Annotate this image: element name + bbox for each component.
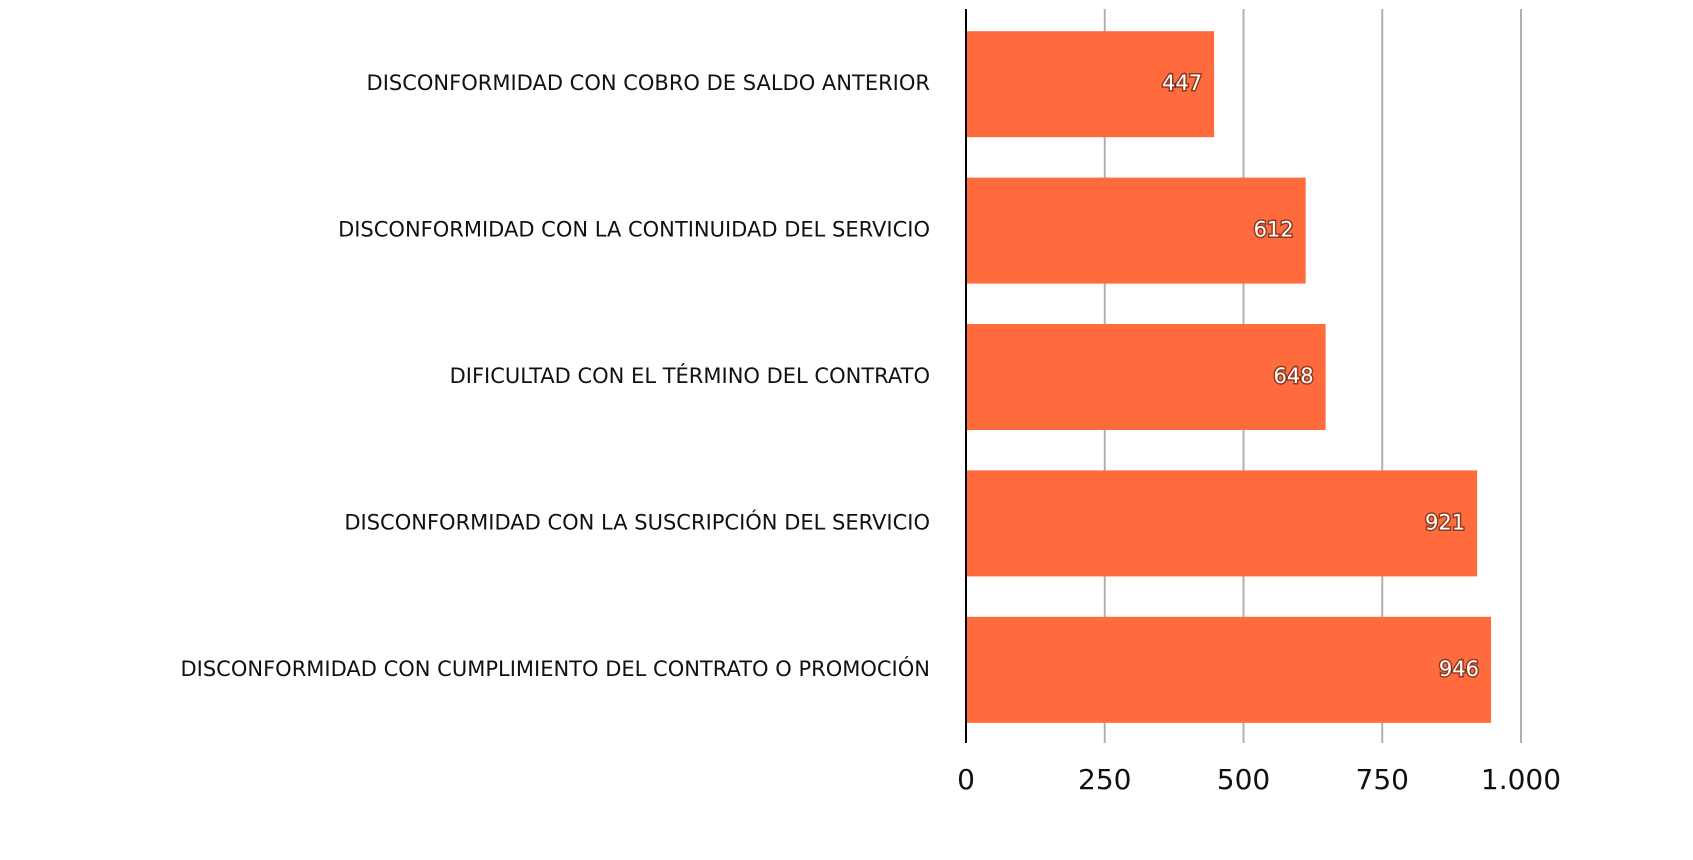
x-tick-label: 1.000: [1481, 763, 1561, 796]
y-tick-label: DISCONFORMIDAD CON CUMPLIMIENTO DEL CONT…: [180, 656, 930, 681]
y-tick-label: DISCONFORMIDAD CON COBRO DE SALDO ANTERI…: [367, 71, 930, 95]
value-label: 447: [1162, 71, 1202, 95]
bar: [966, 470, 1478, 577]
bar: [966, 324, 1326, 430]
y-tick-label: DIFICULTAD CON EL TÉRMINO DEL CONTRATO: [450, 363, 930, 388]
x-tick-label: 750: [1356, 763, 1409, 796]
value-label: 612: [1254, 218, 1294, 242]
x-tick-label: 250: [1078, 763, 1131, 796]
x-tick-label: 500: [1217, 763, 1270, 796]
y-tick-label: DISCONFORMIDAD CON LA SUSCRIPCIÓN DEL SE…: [344, 509, 930, 534]
value-label: 946: [1439, 657, 1479, 681]
value-label: 921: [1425, 510, 1465, 534]
bar: [966, 177, 1306, 284]
value-label: 648: [1274, 364, 1314, 388]
x-tick-label: 0: [957, 763, 975, 796]
bar: [966, 31, 1215, 138]
y-tick-label: DISCONFORMIDAD CON LA CONTINUIDAD DEL SE…: [338, 218, 930, 242]
bar: [966, 616, 1492, 723]
